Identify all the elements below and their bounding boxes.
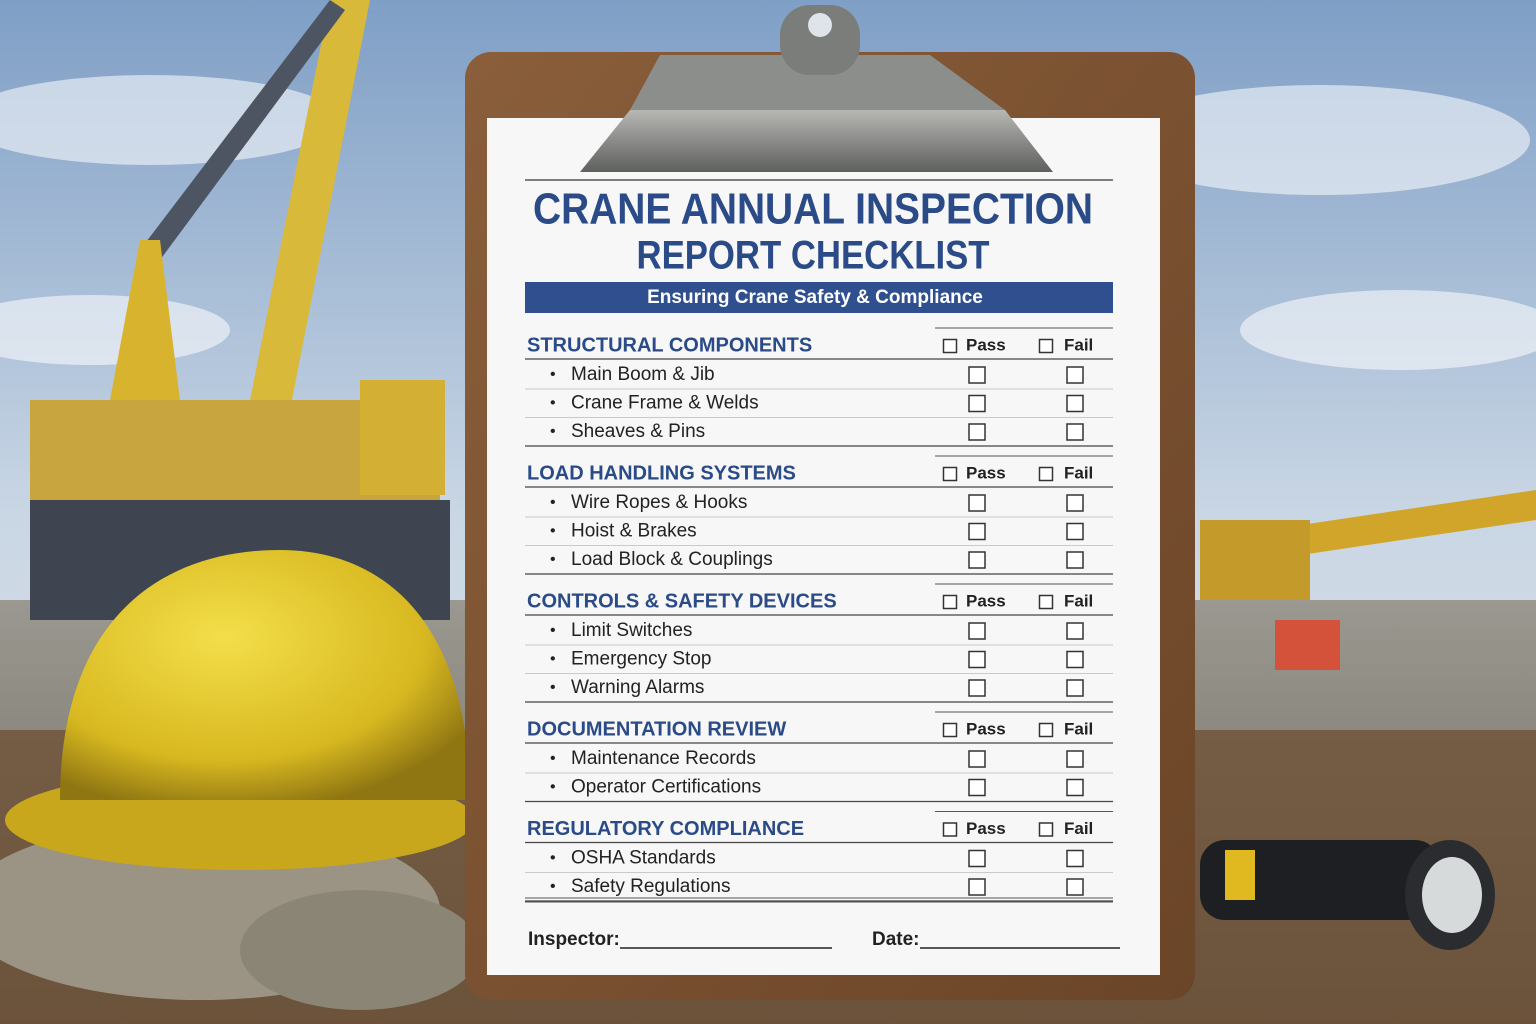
checkbox <box>968 622 986 640</box>
checkbox <box>1038 822 1054 837</box>
item-label: Limit Switches <box>571 620 692 641</box>
bullet: • <box>550 494 556 511</box>
fail-label: Fail <box>1064 591 1093 610</box>
checkbox <box>1066 622 1084 640</box>
subtitle-bar <box>525 282 1113 313</box>
bullet: • <box>550 395 556 412</box>
bullet: • <box>550 423 556 440</box>
bullet: • <box>550 551 556 568</box>
checkbox <box>1038 466 1054 482</box>
checkbox <box>942 722 958 738</box>
section-heading: REGULATORY COMPLIANCE <box>527 818 804 840</box>
checkbox <box>1066 849 1084 868</box>
checkbox <box>1066 494 1084 512</box>
checkbox <box>1066 366 1084 384</box>
checkbox <box>1066 679 1084 697</box>
checkbox <box>1066 551 1084 569</box>
item-label: Sheaves & Pins <box>571 421 705 442</box>
checkbox <box>968 679 986 697</box>
item-label: Maintenance Records <box>571 748 756 769</box>
section-heading: DOCUMENTATION REVIEW <box>527 718 786 740</box>
checkbox <box>968 750 986 768</box>
checkbox <box>1066 394 1084 413</box>
item-label: Crane Frame & Welds <box>571 393 759 414</box>
section-heading: CONTROLS & SAFETY DEVICES <box>527 590 837 612</box>
checkbox <box>968 522 986 541</box>
title: REPORT CHECKLIST <box>637 234 990 278</box>
checkbox <box>1038 722 1054 738</box>
checkbox <box>968 650 986 669</box>
subtitle: Ensuring Crane Safety & Compliance <box>647 287 983 308</box>
item-label: Operator Certifications <box>571 777 761 798</box>
pass-label: Pass <box>966 463 1006 482</box>
crane-right <box>1200 490 1536 670</box>
item-label: Wire Ropes & Hooks <box>571 492 747 513</box>
fail-label: Fail <box>1064 463 1093 482</box>
checkbox <box>1066 878 1084 896</box>
checkbox <box>968 878 986 896</box>
bullet: • <box>550 750 556 767</box>
item-label: Hoist & Brakes <box>571 521 697 542</box>
hard-hat <box>5 550 475 870</box>
fail-label: Fail <box>1064 335 1093 354</box>
checkbox <box>968 366 986 384</box>
item-label: Load Block & Couplings <box>571 549 773 570</box>
clouds <box>0 75 1536 370</box>
pass-label: Pass <box>966 819 1006 838</box>
checkbox <box>1038 338 1054 354</box>
item-label: OSHA Standards <box>571 848 716 869</box>
bullet: • <box>550 779 556 796</box>
pass-label: Pass <box>966 719 1006 738</box>
crane-left <box>30 0 450 620</box>
inspector-label: Inspector: <box>528 929 620 950</box>
bullet: • <box>550 651 556 668</box>
checkbox <box>942 466 958 482</box>
bullet: • <box>550 622 556 639</box>
bullet: • <box>550 679 556 696</box>
item-label: Main Boom & Jib <box>571 364 715 385</box>
date-label: Date: <box>872 929 920 950</box>
checklist: STRUCTURAL COMPONENTS Pass Fail • Main Boom … <box>525 327 1113 902</box>
pass-label: Pass <box>966 335 1006 354</box>
section-heading: LOAD HANDLING SYSTEMS <box>527 462 796 484</box>
bullet: • <box>550 366 556 383</box>
checkbox <box>968 551 986 569</box>
checkbox <box>968 494 986 512</box>
checkbox <box>1066 522 1084 541</box>
checkbox <box>968 423 986 441</box>
checkbox <box>942 338 958 354</box>
bullet: • <box>550 850 556 867</box>
checkbox <box>968 394 986 413</box>
checkbox <box>1066 750 1084 768</box>
item-label: Emergency Stop <box>571 649 711 670</box>
checkbox <box>1066 650 1084 669</box>
checkbox <box>1038 594 1054 610</box>
checkbox <box>1066 778 1084 797</box>
flashlight <box>1200 840 1495 950</box>
item-label: Safety Regulations <box>571 876 731 897</box>
fail-label: Fail <box>1064 719 1093 738</box>
section-heading: STRUCTURAL COMPONENTS <box>527 334 812 356</box>
checkbox <box>968 778 986 797</box>
item-label: Warning Alarms <box>571 677 704 698</box>
fail-label: Fail <box>1064 819 1093 838</box>
bullet: • <box>550 878 556 895</box>
checkbox <box>942 822 958 837</box>
checkbox <box>942 594 958 610</box>
title: CRANE ANNUAL INSPECTION <box>533 185 1093 234</box>
checkbox <box>968 849 986 868</box>
pass-label: Pass <box>966 591 1006 610</box>
bullet: • <box>550 523 556 540</box>
checkbox <box>1066 423 1084 441</box>
clip <box>580 5 1053 172</box>
